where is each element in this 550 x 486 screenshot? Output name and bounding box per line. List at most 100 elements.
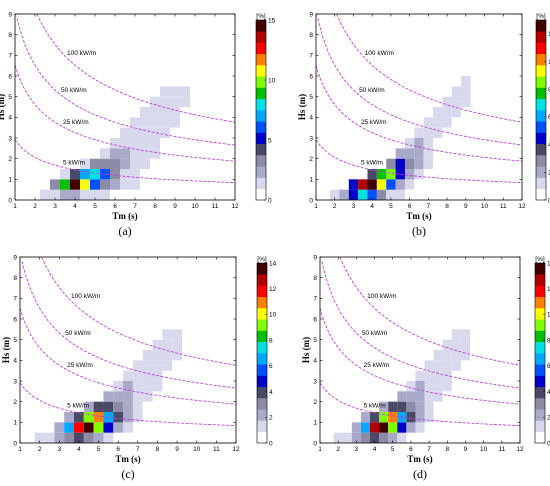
- panel-caption: (d): [413, 467, 427, 481]
- colorbar-swatch: [257, 330, 267, 343]
- power-isoline: [336, 13, 523, 123]
- power-isoline: [315, 139, 523, 184]
- heatmap-cell: [386, 189, 396, 200]
- heatmap-cell: [460, 350, 470, 361]
- heatmap-cell: [93, 401, 104, 412]
- x-tick-label: 3: [352, 203, 356, 210]
- colorbar-tick-label: 10: [269, 312, 277, 319]
- heatmap-cell: [130, 138, 140, 149]
- heatmap-cell: [142, 360, 153, 371]
- heatmap-cell: [370, 432, 380, 443]
- heatmap-cell: [64, 422, 74, 433]
- y-axis-label: Hs (m): [1, 337, 11, 363]
- colorbar-tick-label: 15: [268, 17, 276, 24]
- heatmap-cell: [433, 117, 443, 128]
- chart-panel-b: 100 kW/m50 kW/m25 kW/m5 kW/m1 2 3 4 5 6 7 8 9 10 1…: [297, 11, 550, 238]
- x-tick-label: 8: [445, 446, 449, 453]
- heatmap-cell: [123, 370, 133, 381]
- x-tick-label: 4: [373, 446, 377, 453]
- heatmap-cell: [424, 391, 434, 402]
- colorbar-tick-label: 4: [269, 389, 273, 396]
- heatmap-cell: [414, 138, 424, 149]
- heatmap-cell: [140, 117, 150, 128]
- heatmap-cell: [113, 381, 124, 392]
- heatmap-cell: [50, 189, 60, 200]
- heatmap-cell: [64, 412, 74, 423]
- heatmap-cell: [415, 412, 425, 423]
- x-tick-label: 2: [336, 446, 340, 453]
- colorbar-tick-label: 14: [269, 260, 277, 267]
- colorbar-swatch: [257, 386, 267, 399]
- heatmap-cell: [60, 189, 70, 200]
- heatmap-cell: [64, 432, 74, 443]
- colorbar-swatch: [256, 121, 266, 133]
- heatmap-cell: [406, 381, 416, 392]
- heatmap-cell: [80, 169, 90, 180]
- heatmap-cell: [461, 76, 471, 87]
- colorbar-swatch: [535, 409, 545, 421]
- heatmap-cell: [404, 179, 415, 190]
- heatmap-cell: [140, 107, 150, 118]
- heatmap-cell: [406, 412, 416, 423]
- heatmap-cell: [367, 179, 377, 190]
- x-tick-label: 9: [464, 446, 468, 453]
- heatmap-cell: [140, 148, 150, 159]
- heatmap-cell: [333, 432, 343, 443]
- heatmap-cell: [415, 381, 425, 392]
- colorbar-swatch: [256, 87, 266, 100]
- colorbar-swatch: [536, 155, 546, 167]
- colorbar-tick-label: 10: [547, 312, 550, 319]
- heatmap-cell: [423, 117, 434, 128]
- heatmap-cell: [110, 179, 120, 190]
- colorbar-swatch: [536, 76, 546, 88]
- y-tick-label: 3: [8, 135, 12, 142]
- heatmap-cell: [433, 127, 443, 138]
- panel-caption: (c): [121, 467, 134, 481]
- heatmap-cell: [93, 432, 104, 443]
- x-tick-label: 3: [53, 203, 57, 210]
- y-tick-label: 8: [13, 275, 17, 282]
- isoline-label: 5 kW/m: [67, 402, 89, 409]
- colorbar-swatch: [257, 308, 267, 320]
- y-tick-label: 6: [313, 316, 317, 323]
- colorbar-tick-label: 8: [547, 337, 550, 344]
- heatmap-cell: [379, 412, 389, 423]
- colorbar-swatch: [257, 431, 267, 444]
- heatmap-cell: [376, 169, 387, 180]
- heatmap-cell: [150, 127, 160, 138]
- heatmap-cell: [397, 432, 407, 443]
- heatmap-cell: [80, 179, 90, 190]
- power-isoline: [41, 256, 237, 366]
- power-isoline: [317, 18, 523, 146]
- heatmap-cell: [103, 422, 114, 433]
- colorbar-swatch: [536, 65, 546, 77]
- heatmap-cell: [120, 158, 130, 169]
- y-tick-label: 4: [309, 115, 313, 122]
- heatmap-cell: [100, 148, 110, 159]
- x-tick-label: 8: [445, 203, 449, 210]
- colorbar-unit: [%]: [257, 256, 267, 263]
- y-tick-label: 2: [13, 399, 17, 406]
- heatmap-cell: [120, 179, 130, 190]
- plot-frame: [14, 13, 236, 201]
- heatmap-cell: [424, 412, 434, 423]
- heatmap-cell: [388, 432, 398, 443]
- heatmap-cell: [132, 370, 143, 381]
- y-tick-label: 7: [13, 296, 17, 303]
- heatmap-cell: [423, 138, 434, 149]
- y-tick-label: 2: [313, 399, 317, 406]
- colorbar-swatch: [536, 121, 546, 133]
- colorbar-tick-label: 0: [547, 440, 550, 447]
- colorbar-swatch: [535, 353, 545, 365]
- heatmap-cell: [140, 158, 150, 169]
- plot-frame: [315, 13, 523, 201]
- heatmap-cell: [360, 422, 370, 433]
- y-tick-label: 3: [313, 378, 317, 385]
- heatmap-cell: [406, 391, 416, 402]
- colorbar-frame: [535, 19, 547, 201]
- y-tick-label: 1: [313, 420, 317, 427]
- colorbar-tick-label: 8: [548, 87, 550, 94]
- colorbar-tick-label: 0: [548, 197, 550, 204]
- y-tick-label: 0: [8, 197, 12, 204]
- heatmap-cell: [423, 127, 434, 138]
